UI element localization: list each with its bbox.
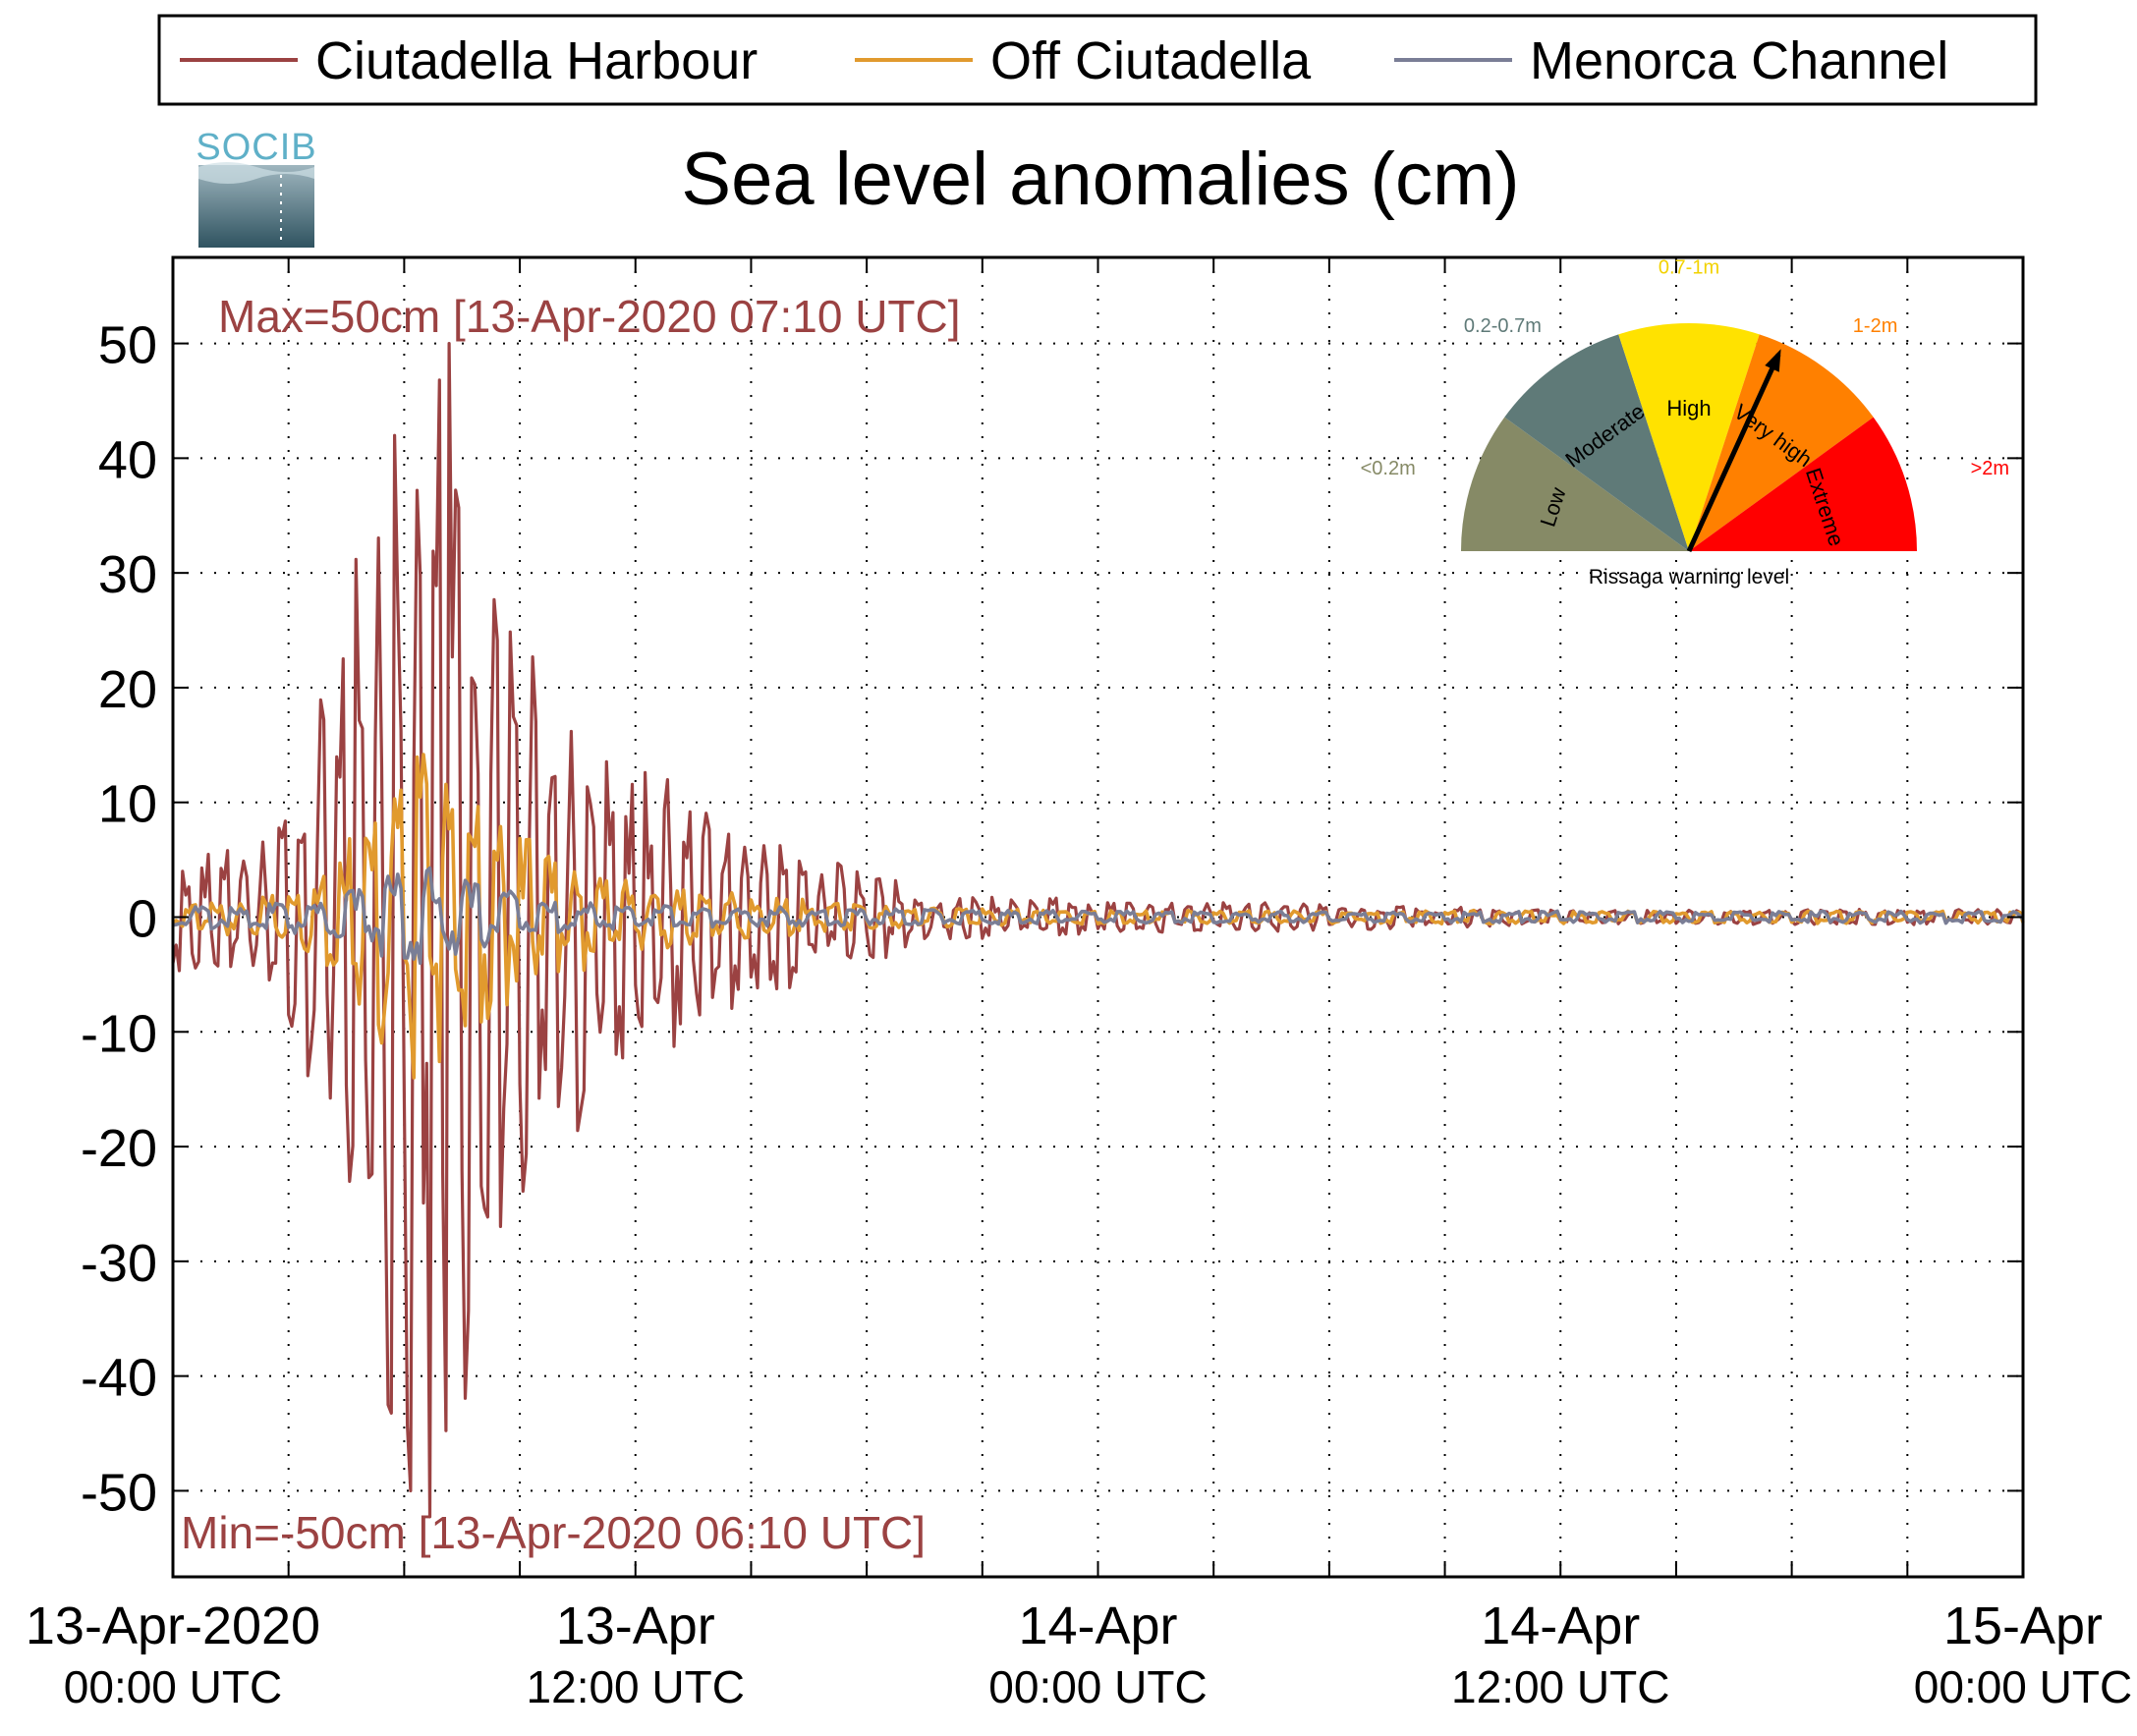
legend-label: Menorca Channel bbox=[1530, 31, 1948, 90]
x-tick-label-time: 12:00 UTC bbox=[527, 1661, 745, 1712]
legend-label: Off Ciutadella bbox=[990, 31, 1312, 90]
legend: Ciutadella Harbour Off Ciutadella Menorca … bbox=[157, 14, 2038, 106]
pointer-shaft bbox=[1686, 353, 1781, 553]
gauge-range-label: >2m bbox=[1971, 458, 2009, 479]
gauge-range-label: 1-2m bbox=[1853, 315, 1898, 337]
y-tick-label: 0 bbox=[128, 890, 157, 949]
gauge-segment bbox=[1461, 417, 1689, 551]
x-tick-label-date: 14-Apr bbox=[1481, 1596, 1640, 1655]
y-tick-label: 10 bbox=[98, 775, 157, 834]
x-tick-label-date: 14-Apr bbox=[1018, 1596, 1177, 1655]
chart-title: Sea level anomalies (cm) bbox=[681, 138, 1519, 221]
gauge-pointer-arrow bbox=[1686, 349, 1781, 553]
legend-items: Ciutadella Harbour Off Ciutadella Menorca … bbox=[180, 31, 1948, 90]
series-layer bbox=[171, 342, 2025, 1519]
y-tick-label: -10 bbox=[81, 1004, 157, 1063]
gauge-range-label: 0.2-0.7m bbox=[1464, 315, 1542, 337]
legend-box bbox=[157, 14, 2038, 106]
logo-wave-top bbox=[198, 162, 314, 184]
y-tick-label: 40 bbox=[98, 430, 157, 489]
gauge-segments bbox=[1461, 323, 1917, 551]
x-tick-label-date: 15-Apr bbox=[1943, 1596, 2103, 1655]
gauge-segment bbox=[1504, 334, 1689, 551]
pointer-head bbox=[1765, 349, 1781, 372]
x-tick-label-time: 00:00 UTC bbox=[64, 1661, 282, 1712]
x-tick-label-time: 00:00 UTC bbox=[988, 1661, 1207, 1712]
gauge-range-label: 0.7-1m bbox=[1659, 256, 1719, 278]
y-tick-label: -40 bbox=[81, 1349, 157, 1408]
x-tick-labels: 13-Apr-2020 00:00 UTC 13-Apr 12:00 UTC 14-Ap… bbox=[26, 1596, 2132, 1712]
socib-logo: SOCIB bbox=[196, 127, 316, 248]
gauge-segment bbox=[1689, 417, 1917, 551]
y-tick-label: -30 bbox=[81, 1234, 157, 1293]
x-tick-label-date: 13-Apr-2020 bbox=[26, 1596, 320, 1655]
gauge-caption: Rissaga warning level bbox=[1589, 566, 1789, 588]
y-tick-label: 30 bbox=[98, 545, 157, 604]
y-tick-label: 20 bbox=[98, 660, 157, 719]
y-tick-label: -50 bbox=[81, 1463, 157, 1522]
gauge-range-label: <0.2m bbox=[1361, 458, 1416, 479]
x-tick-label-time: 12:00 UTC bbox=[1451, 1661, 1669, 1712]
legend-label: Ciutadella Harbour bbox=[315, 31, 758, 90]
x-tick-label-time: 00:00 UTC bbox=[1914, 1661, 2132, 1712]
series-line-1 bbox=[172, 753, 2025, 1080]
max-annotation: Max=50cm [13-Apr-2020 07:10 UTC] bbox=[218, 291, 961, 342]
logo-text: SOCIB bbox=[196, 127, 316, 168]
gauge-range-labels: <0.2m 0.2-0.7m 0.7-1m 1-2m >2m bbox=[1361, 256, 2009, 479]
y-tick-labels: 50 40 30 20 10 0 -10 -20 -30 -40 -50 bbox=[81, 316, 157, 1523]
axis-ticks bbox=[173, 257, 2023, 1577]
gauge-segment bbox=[1689, 334, 1874, 551]
series-line-2 bbox=[172, 866, 2025, 966]
gauge-segment-label: High bbox=[1666, 396, 1711, 420]
gauge-segment bbox=[1618, 323, 1760, 551]
min-annotation: Min=-50cm [13-Apr-2020 06:10 UTC] bbox=[181, 1507, 926, 1558]
y-tick-label: -20 bbox=[81, 1119, 157, 1178]
x-tick-label-date: 13-Apr bbox=[556, 1596, 715, 1655]
y-tick-label: 50 bbox=[98, 316, 157, 375]
